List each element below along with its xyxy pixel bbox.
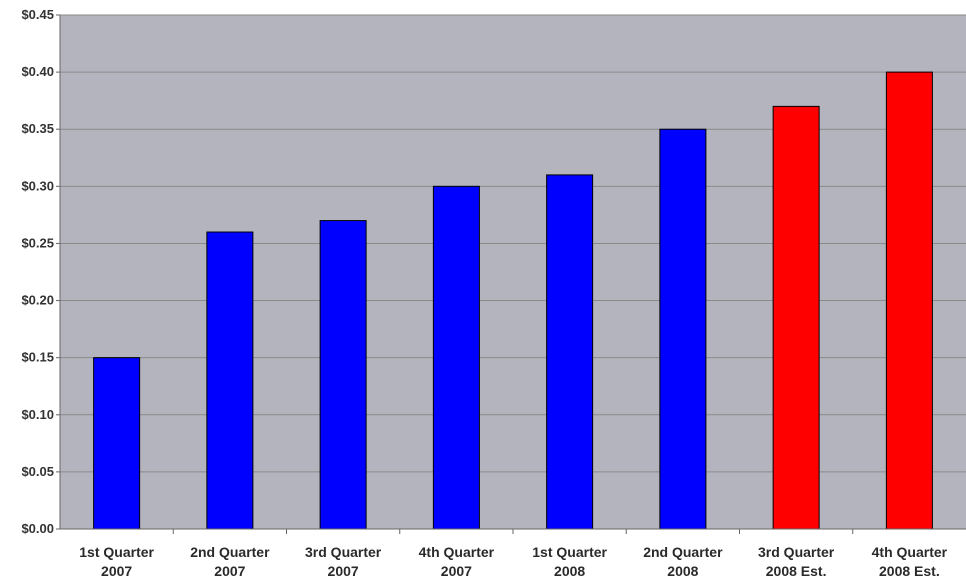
- y-tick-label: $0.05: [21, 464, 54, 479]
- x-tick-label: 1st Quarter 2008: [532, 544, 607, 579]
- bar: [319, 220, 367, 530]
- x-axis-ticks: 1st Quarter 2007 2nd Quarter 2007 3rd Quarte…: [79, 529, 948, 579]
- bar: [885, 71, 933, 530]
- y-tick-label: $0.30: [21, 178, 54, 193]
- x-tick-label: 2nd Quarter 2007: [190, 544, 270, 579]
- y-tick-label: $0.25: [21, 235, 54, 250]
- bar: [93, 357, 141, 530]
- bar: [432, 185, 480, 530]
- bars: [93, 71, 933, 530]
- x-tick-label: 3rd Quarter 2008 Est.: [758, 544, 835, 579]
- bar: [659, 128, 707, 530]
- y-tick-label: $0.00: [21, 521, 54, 536]
- y-tick-label: $0.15: [21, 350, 54, 365]
- x-tick-label: 4th Quarter 2007: [419, 544, 495, 579]
- bar: [206, 231, 254, 530]
- x-tick-label: 3rd Quarter 2007: [305, 544, 382, 579]
- y-tick-label: $0.10: [21, 407, 54, 422]
- bar: [546, 174, 594, 530]
- y-tick-label: $0.20: [21, 293, 54, 308]
- y-tick-label: $0.40: [21, 64, 54, 79]
- plot-area: [60, 15, 966, 529]
- x-tick-label: 2nd Quarter 2008: [643, 544, 723, 579]
- y-axis-ticks: $0.00 $0.05 $0.10 $0.15 $0.20 $0.25 $0.30 $0.35…: [21, 7, 60, 536]
- y-tick-label: $0.35: [21, 121, 54, 136]
- x-tick-label: 4th Quarter 2008 Est.: [872, 544, 948, 579]
- bar: [772, 105, 820, 530]
- y-tick-label: $0.45: [21, 7, 54, 22]
- x-tick-label: 1st Quarter 2007: [79, 544, 154, 579]
